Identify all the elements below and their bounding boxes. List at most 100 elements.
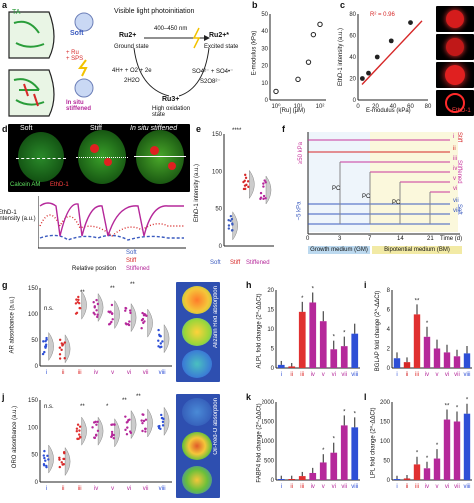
panel-a: TA Soft + Ru + SPS In situ stiffened Vis… [4,8,244,120]
y-tick-label: 0 [353,98,357,104]
data-point [58,338,62,342]
panel-h: ALPL fold change (2^-ΔΔCt) 0 5 10 15 20 i ii ii… [250,284,362,388]
data-point [262,185,265,188]
x-tick-label: 40 [390,104,397,110]
x-tick-label: 10² [316,104,325,110]
d-calcein-label: Calcein AM [10,182,41,188]
data-point [75,298,78,301]
data-point [58,458,61,461]
data-point [157,345,160,348]
data-point [112,437,115,440]
violin [81,290,87,320]
bar [319,321,327,368]
data-point [161,416,164,420]
y-tick-label: 2 [387,347,391,353]
data-point [366,70,371,76]
f-tick-14: 14 [397,236,404,242]
data-point [107,323,111,326]
bar [403,362,411,368]
data-point [126,420,129,423]
data-point [44,345,48,348]
data-point [125,433,129,436]
bar [340,425,348,480]
x-tick-label: iii [78,370,82,376]
f-tick-21: 21 [427,236,434,242]
data-point [45,464,48,468]
bar [423,468,431,480]
violin [48,444,54,474]
panel-f: ≥50 kPa ~5 kPa PC PC PC i ii iii iv v vi… [290,128,474,274]
f-roman-viii: viii [453,208,460,214]
significance-star: * [312,286,315,292]
y-tick-label: 20 [349,77,356,83]
y-tick-label: 8 [387,288,391,294]
j-heatmap: Oil-Red-O absorption [176,394,220,498]
y-tick-label: 200 [380,400,391,406]
data-point [46,454,49,458]
e-cat-stiff: Stiff [230,260,241,266]
y-tick-label: 60 [349,34,356,40]
bar [298,476,306,480]
x-tick-label: i [46,370,47,376]
data-point [144,427,147,430]
g-sig-1: ** [80,290,85,296]
panel-label-h: h [246,280,252,290]
bar [463,413,471,480]
data-point [141,421,144,425]
d-ethd-label: EthD-1 [50,182,69,188]
stiffened-label: In situ stiffened [66,100,92,112]
data-point [42,340,45,343]
y-tick-label: 30 [261,46,268,52]
bar [309,472,317,480]
data-point [144,418,148,421]
y-tick-label: 0 [35,480,39,486]
f-roman-iii: iii [453,156,457,162]
violin [163,406,170,437]
data-point [60,348,63,352]
violin [64,446,71,477]
data-point [374,54,380,60]
data-point [158,333,161,336]
violin [97,416,104,446]
data-point [259,197,262,201]
l-ylabel: LPL fold change (2^-ΔΔCt) [370,407,377,479]
panel-label-e: e [196,124,202,134]
data-point [161,420,165,424]
f-tick-7: 7 [368,236,372,242]
significance-star: * [426,456,429,462]
x-tick-label: iii [300,372,304,378]
data-point [63,357,66,360]
data-point [247,185,250,189]
panel-e: EthD-1 intensity (a.u.) 0 50 100 150 **** S… [194,128,276,274]
data-point [160,413,163,417]
data-point [243,184,247,187]
significance-star: * [436,443,439,449]
micrograph-c1 [436,6,474,32]
y-tick-label: 40 [261,29,268,35]
violin [130,302,137,333]
data-point [79,436,82,439]
reaction-1: 4H+ + O2 + 2e [112,68,152,74]
data-point [263,179,266,182]
x-tick-label: viii [159,370,166,376]
d-legend-stiffened: Stiffened [126,266,150,272]
x-tick-label: vi [445,484,449,490]
y-tick-label: 50 [31,338,38,344]
data-point [259,191,263,195]
data-point [111,423,114,426]
significance-star: * [416,451,419,457]
data-point [144,430,147,433]
y-tick-label: 150 [28,398,39,404]
x-tick-label: iii [415,484,419,490]
significance-star: * [333,335,336,341]
data-point [74,302,78,305]
y-tick-label: 10 [261,81,268,87]
panel-f-diagram [307,132,460,235]
x-tick-label: i [281,372,282,378]
data-point [317,21,323,28]
data-point [159,335,162,338]
data-point [141,429,144,433]
